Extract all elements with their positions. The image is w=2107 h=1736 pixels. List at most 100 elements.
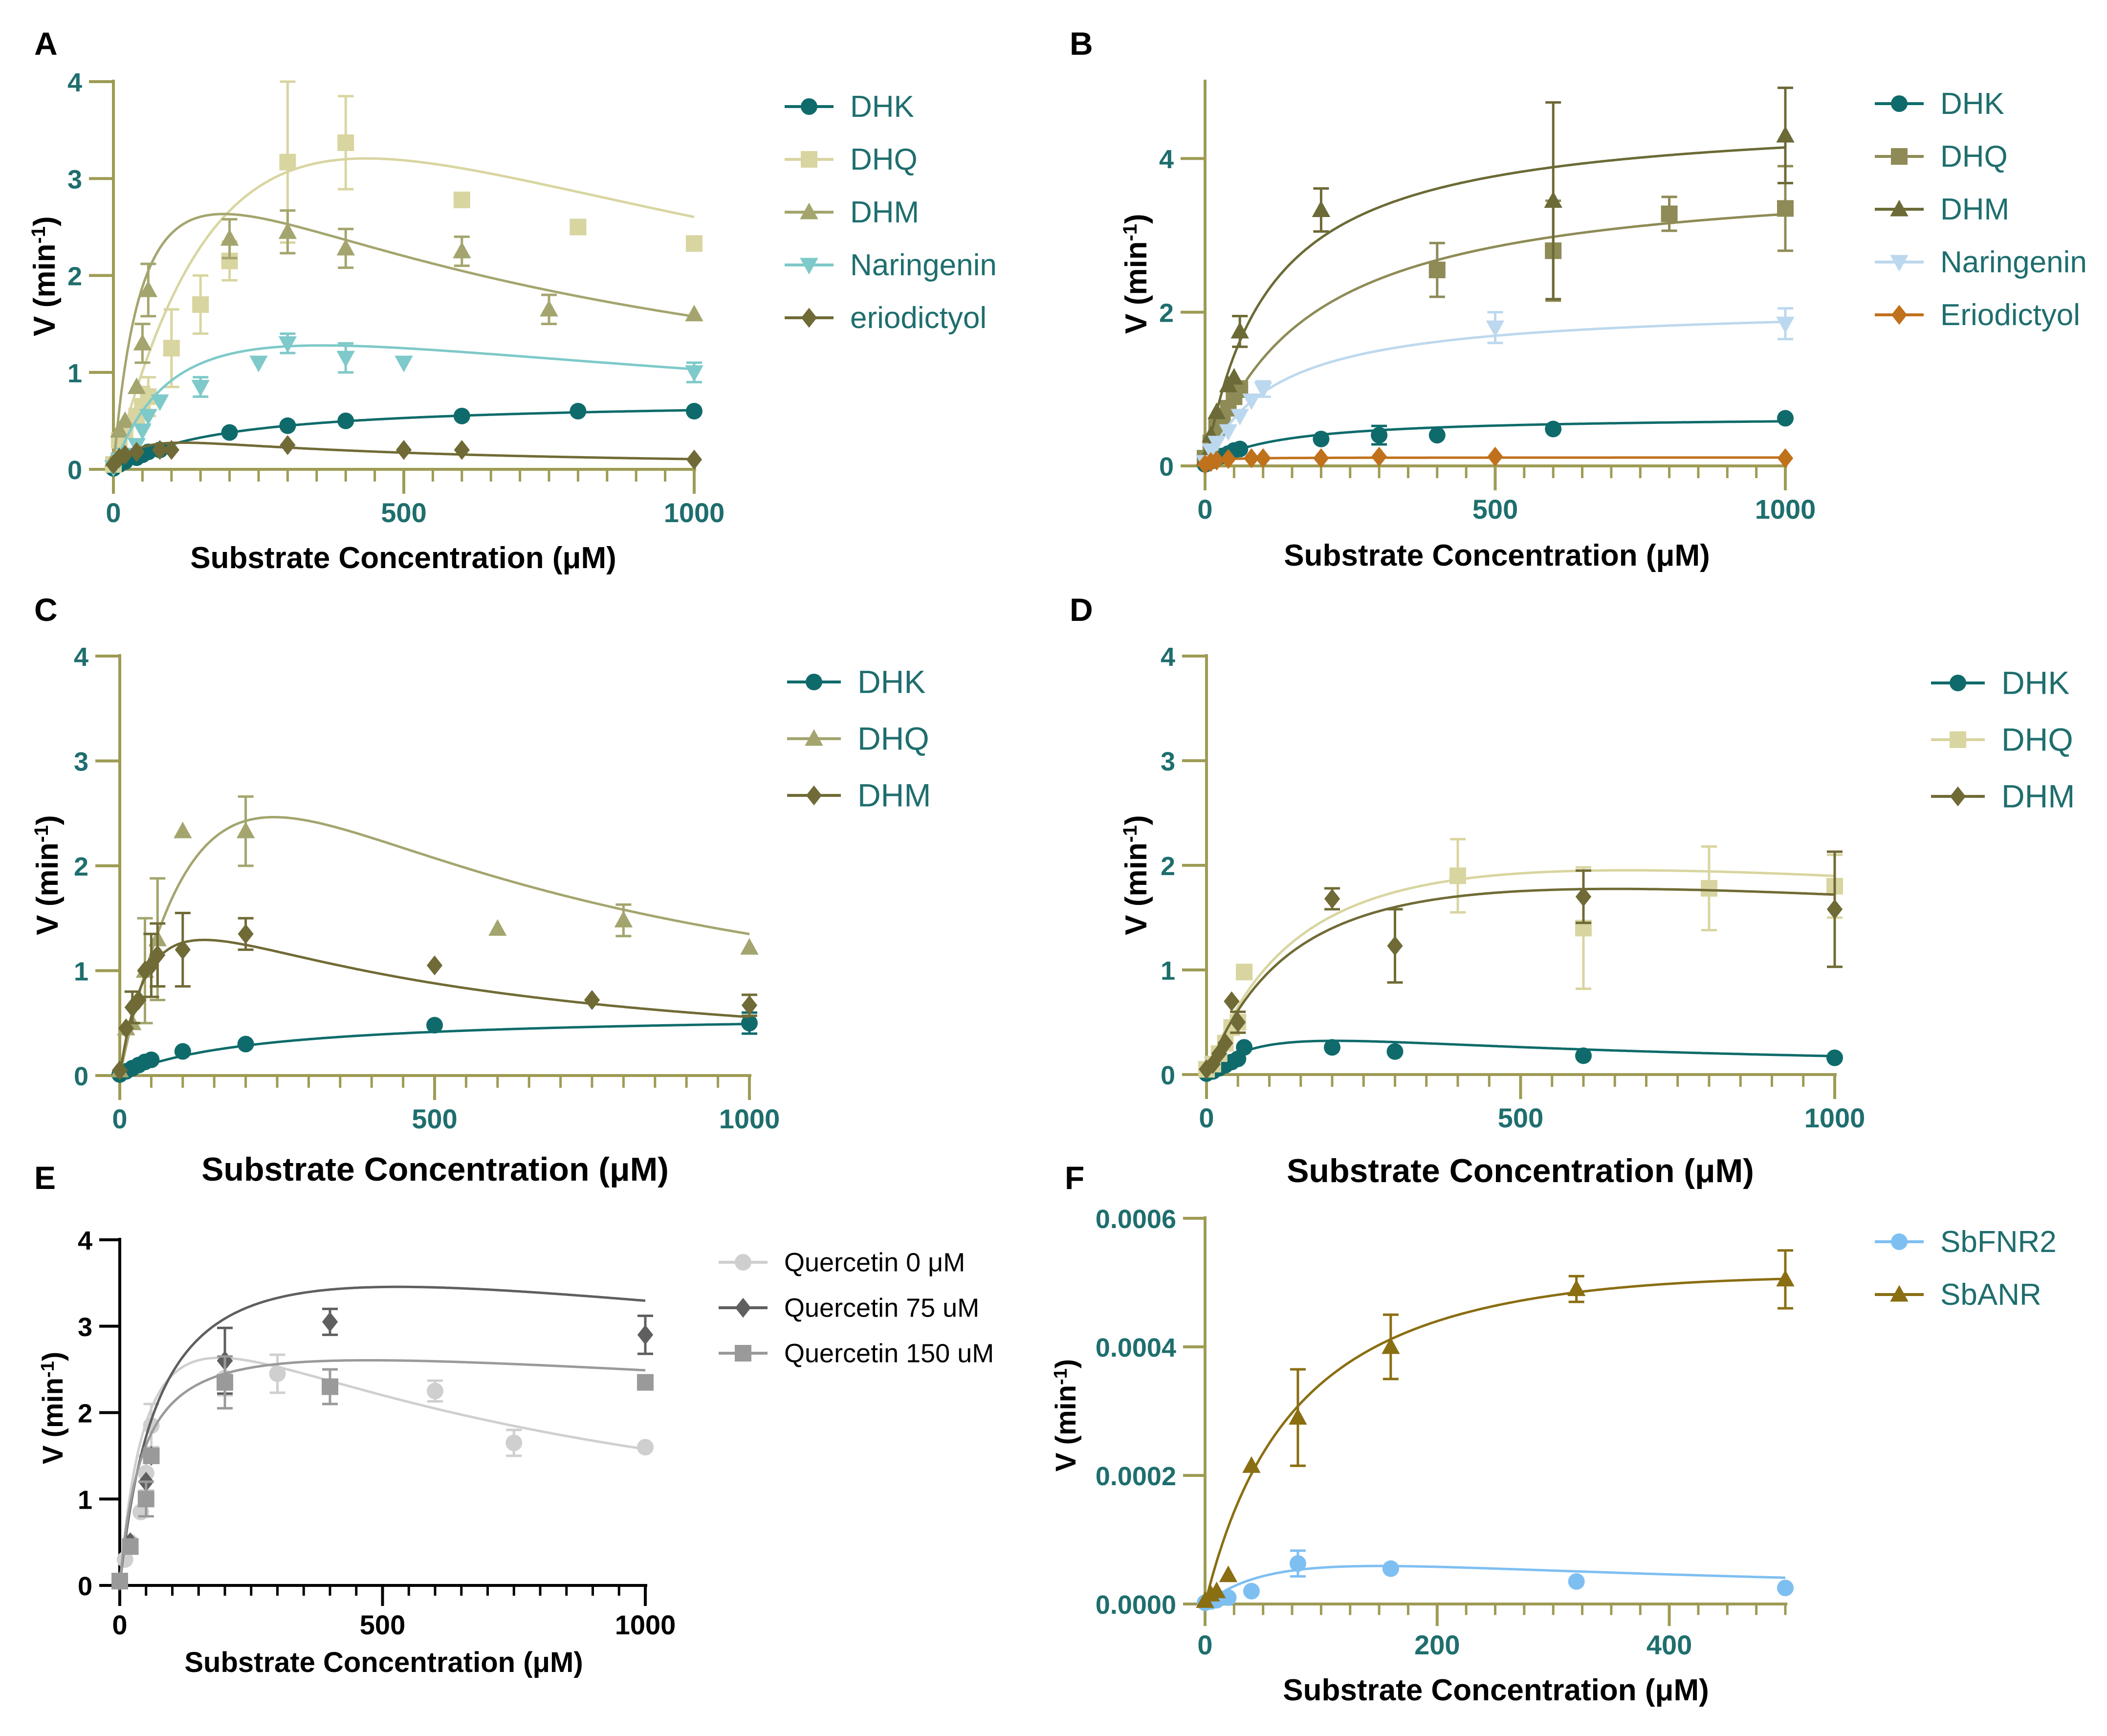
y-tick-label: 4 bbox=[67, 68, 82, 97]
legend-entry: Naringenin bbox=[1875, 245, 2087, 279]
data-point bbox=[1777, 200, 1794, 217]
legend: DHK DHQ DHM Naringenin eriodictyol bbox=[785, 90, 997, 335]
data-point bbox=[1371, 427, 1388, 444]
data-point bbox=[395, 355, 413, 373]
y-tick-label: 4 bbox=[78, 1226, 92, 1255]
x-tick-label: 1000 bbox=[1755, 494, 1816, 525]
data-point bbox=[426, 1017, 443, 1034]
y-label-sup: -1 bbox=[1051, 1368, 1071, 1385]
x-axis-label: Substrate Concentration (μM) bbox=[184, 1647, 583, 1678]
data-point bbox=[1428, 427, 1446, 444]
panel-F: F 0 200 400 0.0000 0.0002 0.0004 0.0006 Substr… bbox=[1050, 1160, 2057, 1707]
x-tick-label: 1000 bbox=[664, 497, 725, 528]
data-point bbox=[152, 439, 168, 460]
x-tick-label: 500 bbox=[360, 1609, 405, 1640]
legend-marker bbox=[1890, 199, 1909, 217]
data-point bbox=[1776, 1270, 1795, 1287]
x-tick-label: 1000 bbox=[719, 1103, 780, 1134]
data-point bbox=[280, 435, 296, 455]
data-point bbox=[1701, 880, 1717, 897]
legend-entry: DHM bbox=[787, 777, 931, 813]
y-label-end: ) bbox=[31, 815, 65, 825]
data-point bbox=[1575, 886, 1592, 907]
data-point bbox=[1255, 448, 1271, 468]
y-label-end: ) bbox=[1050, 1359, 1082, 1368]
data-point bbox=[570, 219, 587, 236]
data-point bbox=[1777, 448, 1794, 468]
x-tick-label: 500 bbox=[412, 1103, 457, 1134]
legend-label: SbANR bbox=[1940, 1278, 2041, 1312]
legend-label: Naringenin bbox=[1940, 245, 2087, 279]
legend-label: DHQ bbox=[850, 143, 918, 176]
data-point bbox=[1777, 410, 1794, 427]
data-point bbox=[133, 333, 152, 351]
legend-label: eriodictyol bbox=[850, 301, 987, 335]
legend-entry: DHK bbox=[1875, 87, 2004, 121]
x-axis-label: Substrate Concentration (μM) bbox=[1284, 539, 1710, 572]
data-point bbox=[540, 300, 558, 317]
y-tick-label: 2 bbox=[74, 852, 88, 881]
data-point bbox=[685, 305, 703, 322]
legend: DHK DHQ DHM bbox=[1931, 664, 2075, 814]
legend-entry: DHQ bbox=[1931, 721, 2073, 757]
legend-marker bbox=[801, 151, 817, 168]
y-tick-label: 0 bbox=[74, 1062, 88, 1091]
data-point bbox=[269, 1365, 286, 1382]
y-tick-label: 4 bbox=[1161, 642, 1175, 672]
data-point bbox=[117, 444, 133, 465]
data-point bbox=[453, 191, 470, 208]
data-point bbox=[453, 242, 471, 259]
data-point bbox=[151, 394, 169, 411]
data-point bbox=[454, 439, 470, 460]
panel-B: B 0 500 1000 0 2 4 Substrate Concentration (μ… bbox=[1070, 25, 2087, 572]
data-point bbox=[175, 940, 191, 960]
data-point bbox=[1313, 430, 1330, 447]
legend-label: DHQ bbox=[857, 720, 929, 756]
legend-marker bbox=[735, 1254, 751, 1271]
x-tick-label: 0 bbox=[106, 497, 121, 528]
data-point bbox=[1219, 424, 1238, 441]
fit-curve bbox=[118, 1356, 646, 1586]
legend-label: DHM bbox=[850, 196, 919, 229]
data-point bbox=[337, 412, 354, 429]
data-point bbox=[238, 924, 254, 944]
legend-marker bbox=[1950, 786, 1966, 807]
data-point bbox=[1387, 936, 1403, 956]
data-point bbox=[1208, 450, 1225, 471]
data-point bbox=[505, 1434, 523, 1451]
data-point bbox=[1236, 1039, 1253, 1056]
y-tick-label: 0 bbox=[78, 1572, 92, 1601]
data-point bbox=[1826, 1049, 1843, 1066]
y-label-main: V (min bbox=[1050, 1385, 1082, 1472]
legend-marker bbox=[806, 785, 822, 806]
legend-entry: DHQ bbox=[787, 720, 929, 756]
data-point bbox=[1826, 899, 1843, 920]
data-point bbox=[137, 1491, 154, 1508]
data-point bbox=[1219, 1565, 1238, 1582]
x-axis-label: Substrate Concentration (μM) bbox=[1287, 1152, 1754, 1189]
panel-C: C 0 500 1000 0 1 2 3 4 Substrate Concentration … bbox=[31, 592, 931, 1188]
data-point bbox=[570, 403, 587, 420]
legend-label: DHM bbox=[2001, 778, 2075, 814]
data-point bbox=[614, 910, 633, 927]
panel-letter: F bbox=[1065, 1160, 1084, 1196]
panel-letter: D bbox=[1070, 592, 1093, 628]
data-point bbox=[129, 441, 145, 462]
data-point bbox=[1205, 1054, 1221, 1074]
y-label-main: V (min bbox=[28, 243, 62, 336]
legend-entry: Quercetin 75 uM bbox=[719, 1293, 979, 1322]
legend-marker bbox=[1950, 731, 1966, 748]
data-point bbox=[395, 439, 412, 460]
data-point bbox=[111, 1060, 128, 1080]
legend-entry: DHQ bbox=[785, 143, 918, 176]
data-point bbox=[1324, 1039, 1340, 1056]
legend-entry: Naringenin bbox=[785, 248, 997, 282]
legend-label: DHK bbox=[1940, 87, 2004, 121]
y-label-sup: -1 bbox=[1119, 825, 1141, 843]
y-label-end: ) bbox=[1119, 214, 1153, 224]
legend-label: DHQ bbox=[1940, 140, 2008, 174]
series-quercetin-150-um bbox=[111, 1355, 654, 1590]
y-tick-label: 0 bbox=[1159, 452, 1174, 482]
data-point bbox=[685, 365, 703, 382]
y-tick-label: 3 bbox=[74, 747, 88, 777]
